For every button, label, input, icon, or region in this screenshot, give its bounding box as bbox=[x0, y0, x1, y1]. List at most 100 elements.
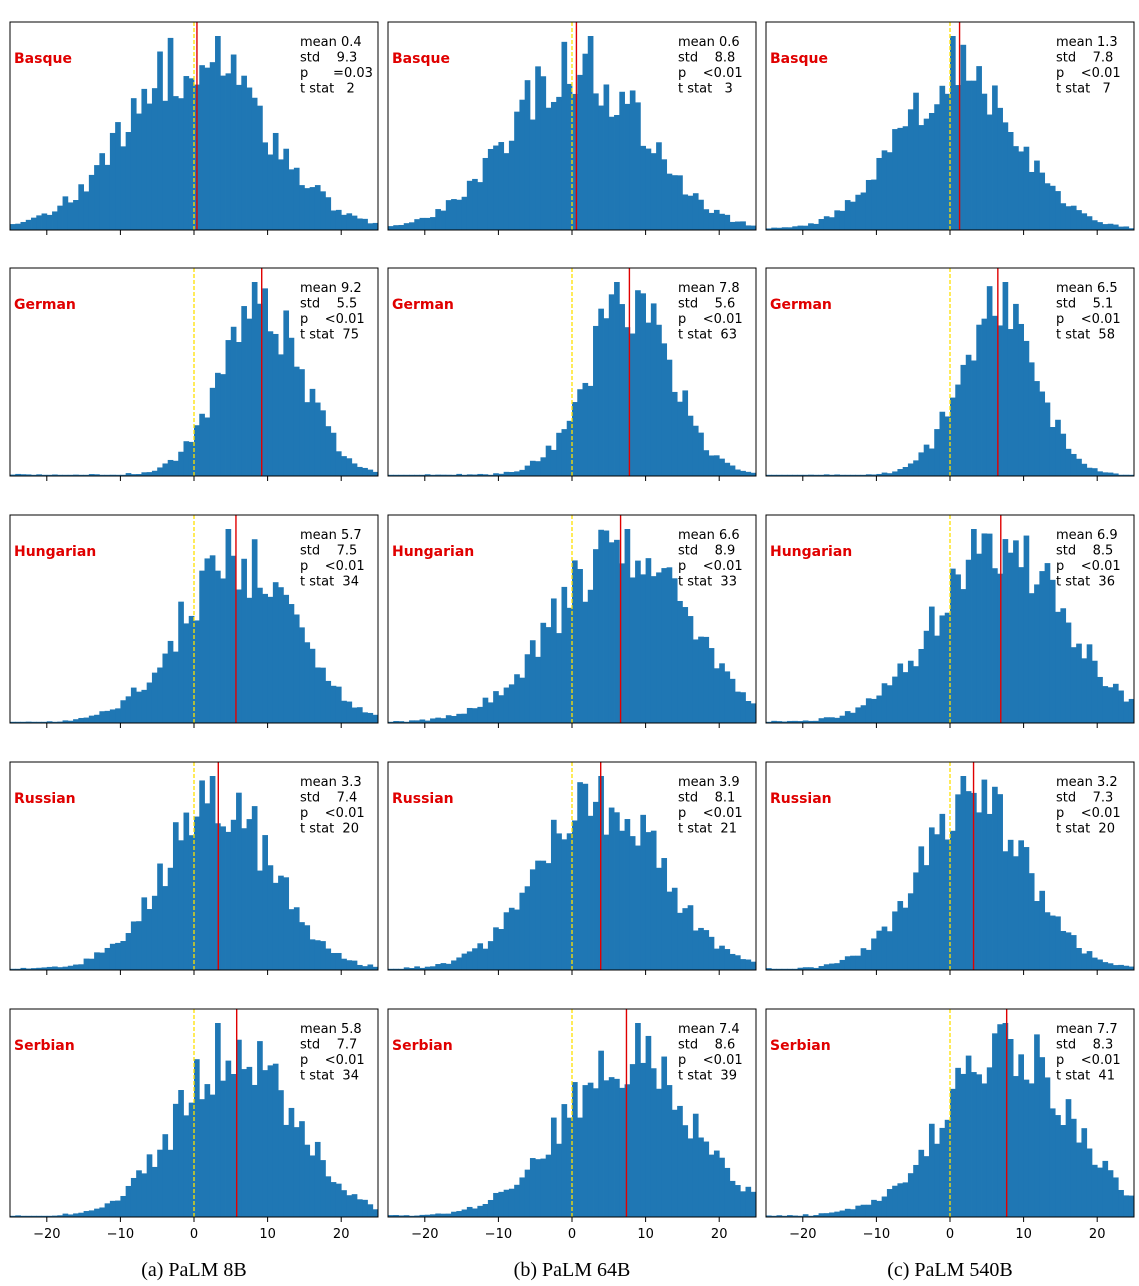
histogram-bar bbox=[865, 179, 872, 230]
histogram-bar bbox=[1039, 172, 1046, 230]
stat-line: p <0.01 bbox=[678, 312, 743, 327]
histogram-bar bbox=[939, 1127, 946, 1217]
histogram-bar bbox=[1091, 660, 1098, 723]
stat-line: mean 0.6 bbox=[678, 35, 740, 50]
histogram-bar bbox=[157, 1149, 163, 1217]
histogram-bar bbox=[398, 968, 405, 970]
histogram-bar bbox=[708, 1154, 715, 1217]
histogram-bar bbox=[860, 474, 867, 476]
histogram-bar bbox=[393, 225, 399, 230]
histogram-bar bbox=[1107, 223, 1114, 230]
histogram-bar bbox=[487, 148, 494, 230]
histogram-bar bbox=[299, 1121, 305, 1217]
histogram-bar bbox=[341, 214, 347, 230]
histogram-bar bbox=[141, 1173, 148, 1217]
histogram-bar bbox=[545, 1154, 552, 1217]
histogram-bar bbox=[73, 200, 79, 230]
histogram-bar bbox=[1076, 1142, 1082, 1217]
histogram-bar bbox=[865, 698, 872, 723]
histogram-bar bbox=[629, 333, 636, 476]
histogram-bar bbox=[83, 717, 90, 723]
histogram-bar bbox=[20, 967, 27, 970]
x-tick-label: 10 bbox=[637, 1227, 654, 1242]
stat-line: t stat 34 bbox=[300, 1069, 359, 1084]
histogram-bar bbox=[1018, 567, 1024, 723]
histogram-bar bbox=[608, 116, 615, 230]
histogram-bar bbox=[346, 213, 353, 230]
histogram-bar bbox=[73, 1213, 79, 1217]
histogram-bar bbox=[430, 474, 436, 476]
histogram-bar bbox=[928, 112, 935, 230]
histogram-bar bbox=[172, 822, 179, 970]
histogram-bar bbox=[734, 691, 741, 723]
histogram-bar bbox=[1034, 381, 1040, 476]
histogram-bar bbox=[178, 1090, 184, 1217]
histogram-bar bbox=[466, 707, 473, 723]
histogram-bar bbox=[787, 474, 793, 476]
histogram-bar bbox=[519, 469, 526, 476]
histogram-bar bbox=[976, 812, 982, 970]
histogram-bar bbox=[1091, 468, 1098, 476]
histogram-bar bbox=[272, 882, 279, 970]
histogram-bar bbox=[1002, 122, 1009, 230]
histogram-bar bbox=[367, 223, 374, 230]
histogram-bar bbox=[1034, 901, 1040, 970]
histogram-bar bbox=[529, 1158, 536, 1217]
language-label: German bbox=[770, 297, 832, 313]
histogram-bar bbox=[367, 469, 374, 476]
histogram-bar bbox=[1044, 912, 1051, 970]
histogram-bar bbox=[167, 37, 174, 230]
histogram-bar bbox=[288, 169, 295, 230]
histogram-bar bbox=[309, 1155, 316, 1217]
histogram-bar bbox=[671, 1109, 678, 1217]
histogram-bar bbox=[204, 417, 211, 476]
histogram-bar bbox=[251, 1084, 258, 1217]
histogram-bar bbox=[320, 191, 326, 230]
histogram-bar bbox=[372, 1209, 379, 1217]
histogram-bar bbox=[698, 1137, 704, 1217]
histogram-bar bbox=[1007, 552, 1014, 723]
histogram-bar bbox=[750, 472, 757, 476]
x-tick-label: −20 bbox=[789, 1227, 816, 1242]
histogram-bar bbox=[792, 968, 798, 970]
histogram-bar bbox=[424, 217, 431, 230]
histogram-bar bbox=[99, 1207, 106, 1217]
histogram-bar bbox=[31, 217, 37, 230]
histogram-bar bbox=[766, 721, 772, 723]
histogram-bar bbox=[1097, 676, 1103, 723]
histogram-bar bbox=[1049, 185, 1056, 230]
histogram-bar bbox=[1018, 840, 1024, 970]
x-tick-label: −10 bbox=[863, 1227, 890, 1242]
histogram-bar bbox=[918, 648, 925, 723]
stat-line: p <0.01 bbox=[678, 806, 743, 821]
histogram-bar bbox=[125, 933, 132, 970]
histogram-bar bbox=[73, 964, 79, 970]
histogram-bar bbox=[1118, 1189, 1124, 1217]
histogram-bar bbox=[403, 1215, 410, 1217]
histogram-bar bbox=[598, 1050, 604, 1217]
histogram-bar bbox=[1102, 224, 1109, 230]
histogram-bar bbox=[802, 720, 809, 723]
histogram-bar bbox=[1049, 1108, 1056, 1217]
histogram-bar bbox=[818, 1213, 825, 1217]
histogram-bar bbox=[125, 696, 132, 723]
histogram-bar bbox=[897, 127, 904, 230]
histogram-bar bbox=[645, 558, 652, 723]
histogram-bar bbox=[1070, 205, 1077, 230]
histogram-bar bbox=[1007, 132, 1014, 230]
histogram-bar bbox=[1081, 1128, 1088, 1217]
histogram-bar bbox=[215, 1023, 221, 1217]
histogram-bar bbox=[278, 159, 284, 230]
histogram-bar bbox=[692, 425, 699, 476]
histogram-bar bbox=[62, 474, 69, 476]
histogram-bar bbox=[844, 474, 851, 476]
histogram-bar bbox=[46, 966, 53, 970]
histogram-bar bbox=[787, 720, 793, 723]
histogram-bar bbox=[341, 456, 347, 476]
histogram-bar bbox=[10, 224, 16, 230]
stat-line: t stat 58 bbox=[1056, 328, 1115, 343]
histogram-bar bbox=[771, 1215, 777, 1217]
histogram-bar bbox=[650, 303, 657, 476]
histogram-bar bbox=[351, 960, 358, 970]
